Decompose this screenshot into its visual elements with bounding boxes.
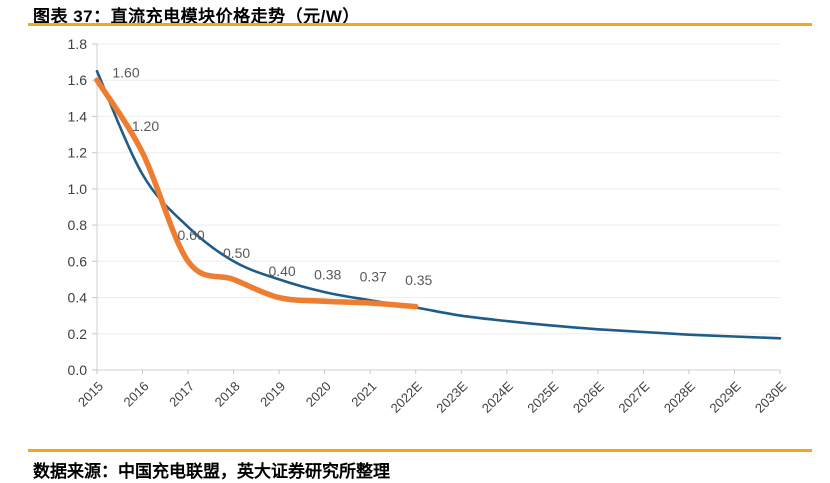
x-axis-label: 2025E (524, 378, 561, 415)
x-axis-label: 2022E (388, 378, 425, 415)
x-axis-label: 2015 (75, 379, 106, 410)
y-axis-label: 0.4 (68, 290, 88, 306)
data-label: 0.50 (223, 245, 250, 261)
data-label: 1.20 (132, 118, 159, 134)
x-axis-label: 2028E (661, 378, 698, 415)
x-axis-label: 2024E (479, 378, 516, 415)
x-axis-label: 2029E (706, 378, 743, 415)
title-underline (28, 23, 812, 26)
data-label: 0.60 (177, 227, 204, 243)
footer-rule (28, 449, 812, 452)
x-axis-label: 2023E (433, 378, 470, 415)
actual-line-path (94, 77, 419, 310)
x-axis-label: 2020 (303, 379, 334, 410)
y-axis-label: 0.6 (68, 253, 88, 269)
source-note: 数据来源：中国充电联盟，英大证券研究所整理 (33, 462, 390, 481)
data-label: 0.38 (314, 267, 341, 283)
y-axis-label: 1.4 (68, 108, 88, 124)
y-axis-label: 1.2 (68, 145, 88, 161)
x-axis-label: 2018 (212, 379, 243, 410)
x-axis-label: 2030E (752, 378, 789, 415)
x-axis-label: 2017 (166, 379, 197, 410)
y-axis-label: 1.6 (68, 72, 88, 88)
chart-figure-title: 图表 37：直流充电模块价格走势（元/W） (33, 7, 360, 26)
y-axis-label: 1.8 (68, 36, 88, 52)
trend-line-path (95, 69, 782, 340)
y-axis-label: 0.0 (68, 362, 88, 378)
x-axis-label: 2016 (121, 379, 152, 410)
data-label: 0.40 (268, 263, 295, 279)
y-axis-label: 0.8 (68, 217, 88, 233)
data-label: 0.37 (360, 269, 387, 285)
x-axis-label: 2027E (615, 378, 652, 415)
y-axis-label: 1.0 (68, 181, 88, 197)
data-label: 0.35 (405, 272, 432, 288)
x-axis-label: 2026E (570, 378, 607, 415)
x-axis-label: 2019 (257, 379, 288, 410)
y-axis-label: 0.2 (68, 326, 88, 342)
price-chart-svg: 0.0 0.2 0.4 0.6 0.8 1.0 1.2 1.4 1.6 1.8 2015 2016 20… (68, 36, 790, 416)
data-label: 1.60 (112, 65, 139, 81)
x-axis-label: 2021 (348, 379, 379, 410)
